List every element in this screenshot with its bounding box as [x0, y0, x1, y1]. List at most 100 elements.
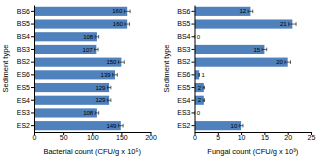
error-bar-line [204, 98, 205, 102]
tick-mark [31, 74, 34, 75]
error-bar-line [248, 11, 253, 12]
error-bar [248, 10, 253, 14]
error-bar-line [94, 48, 95, 52]
error-bar-line [199, 73, 200, 77]
y-tick: ES5 [177, 84, 194, 91]
data-label: 160 [112, 8, 123, 14]
x-tick: 0 [193, 132, 197, 141]
y-tick: ES2 [17, 122, 34, 129]
tick-label: BS3 [177, 46, 190, 53]
error-bar-line [124, 10, 125, 14]
error-bar-line [290, 60, 291, 64]
error-bar-line [107, 98, 108, 102]
tick-label: 200 [145, 134, 157, 141]
error-bar [95, 48, 98, 52]
tick-label: ES2 [17, 122, 30, 129]
error-bar [203, 98, 204, 102]
error-bar-line [296, 22, 297, 26]
bar [34, 121, 121, 130]
error-bar-line [285, 62, 291, 63]
x-tick: 100 [87, 132, 99, 141]
tick-label: ES2 [177, 122, 190, 129]
error-bar-line [289, 24, 296, 25]
error-bar [125, 22, 130, 26]
tick-label: BS6 [177, 8, 190, 15]
x-axis: 0510152025 [193, 132, 315, 141]
error-bar-line [239, 125, 243, 126]
axis-line [34, 6, 35, 133]
tick-label: ES3 [177, 109, 190, 116]
error-bar [198, 73, 199, 77]
error-bar-line [130, 10, 131, 14]
error-bar-line [124, 11, 130, 12]
bar [34, 45, 96, 54]
tick-mark [31, 62, 34, 63]
bar [195, 7, 251, 16]
error-bar-line [98, 48, 99, 52]
data-label: 0 [197, 34, 201, 40]
error-bar-line [129, 22, 130, 26]
tick-mark [31, 100, 34, 101]
y-tick: ES6 [177, 71, 194, 78]
chart-root: 050100150200BS6BS5BS4BS3BS2ES6ES5ES4ES3E… [0, 0, 321, 157]
data-label: 108 [83, 110, 94, 116]
y-tick: ES3 [17, 109, 34, 116]
y-tick: ES4 [177, 96, 194, 103]
tick-mark [31, 49, 34, 50]
tick-mark [192, 36, 195, 37]
y-tick: BS6 [17, 8, 34, 15]
error-bar-line [113, 74, 118, 75]
tick-label: 0 [193, 134, 197, 141]
error-bar [95, 35, 98, 39]
error-bar-line [239, 124, 240, 128]
data-label: 107 [83, 47, 94, 53]
tick-label: 10 [238, 134, 246, 141]
panel: 0510152025BS6BS5BS4BS3BS2ES6ES5ES4ES3ES2… [162, 6, 316, 157]
bar [34, 108, 97, 117]
error-bar-line [118, 60, 119, 64]
error-bar-line [203, 86, 204, 90]
tick-label: ES4 [17, 96, 30, 103]
bar [34, 7, 127, 16]
x-tick: 15 [261, 132, 269, 141]
data-label: 1 [201, 72, 205, 78]
tick-mark [192, 100, 195, 101]
data-label: 129 [95, 97, 106, 103]
tick-label: BS6 [17, 8, 30, 15]
bar [34, 70, 115, 79]
data-label: 139 [101, 72, 112, 78]
x-tick: 150 [116, 132, 128, 141]
y-tick: BS3 [17, 46, 34, 53]
bar [195, 58, 288, 67]
data-label: 160 [113, 21, 124, 27]
error-bar-line [95, 36, 98, 37]
data-label: 149 [106, 123, 117, 129]
bar [34, 58, 121, 67]
tick-mark [31, 11, 34, 12]
tick-label: 150 [116, 134, 128, 141]
data-label: 10 [231, 123, 238, 129]
error-bar [124, 10, 130, 14]
error-bar-line [95, 112, 98, 113]
error-bar-line [95, 111, 96, 115]
tick-mark [31, 112, 34, 113]
tick-label: BS5 [17, 20, 30, 27]
y-axis-title: Sediment type [1, 45, 10, 93]
error-bar-line [110, 86, 111, 90]
tick-mark [31, 125, 34, 126]
tick-label: ES6 [177, 71, 190, 78]
bar [195, 45, 265, 54]
tick-mark [192, 62, 195, 63]
data-label: 108 [83, 34, 94, 40]
y-tick: ES4 [17, 96, 34, 103]
error-bar [262, 48, 267, 52]
y-axis-title: Sediment type [162, 45, 171, 93]
error-bar-line [107, 86, 108, 90]
tick-mark [192, 49, 195, 50]
tick-label: BS4 [17, 33, 30, 40]
bar [34, 32, 97, 41]
error-bar-line [98, 111, 99, 115]
x-axis-title: Fungal count (CFU/g x 10³) [207, 147, 298, 156]
y-tick: BS6 [177, 8, 194, 15]
marks [195, 7, 297, 130]
